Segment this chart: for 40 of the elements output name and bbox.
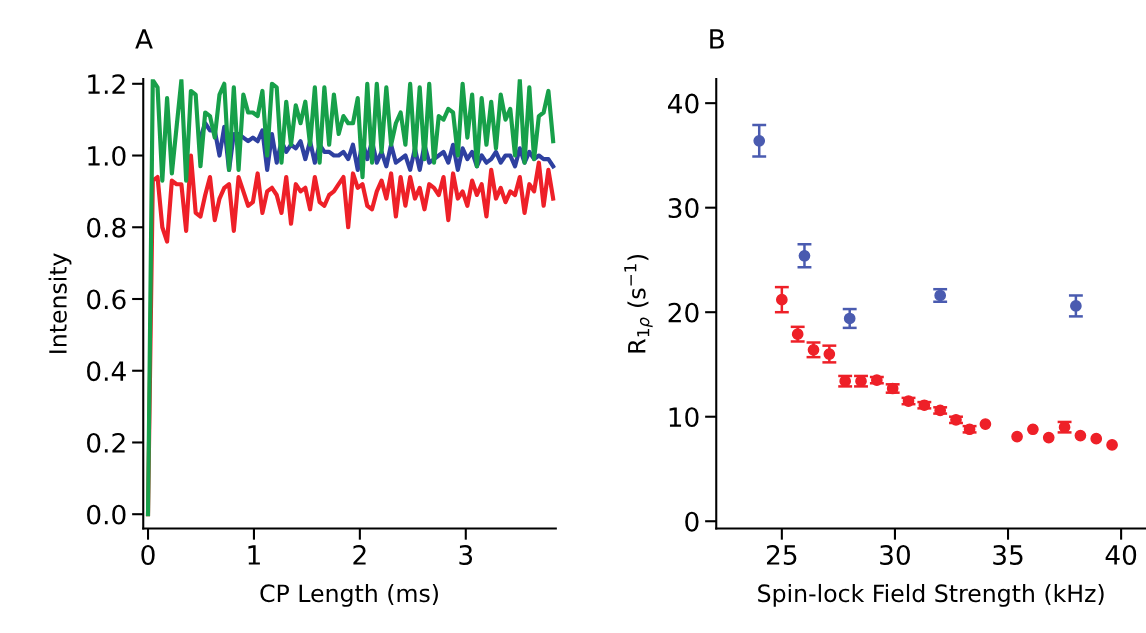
point xyxy=(1074,429,1087,442)
y-tick-label: 10 xyxy=(669,407,699,428)
y-tick-label: 0.2 xyxy=(87,432,125,453)
y-tick-label: 0.6 xyxy=(87,289,126,310)
y-tick-label: 40 xyxy=(667,93,699,114)
point xyxy=(798,249,811,262)
point xyxy=(1070,300,1082,312)
y-tick-label: 1.0 xyxy=(88,145,126,166)
x-tick-label: 3 xyxy=(459,544,473,565)
x-tick-label: 40 xyxy=(1105,544,1137,565)
y-tick-label: 30 xyxy=(668,198,699,219)
x-tick-label: 0 xyxy=(141,544,155,565)
y-tick-label: 0 xyxy=(685,511,699,532)
point xyxy=(753,134,766,147)
chart-title: A xyxy=(135,29,153,49)
point xyxy=(1011,430,1023,443)
x-tick-label: 25 xyxy=(766,544,797,565)
x-tick-label: 2 xyxy=(353,544,366,565)
point xyxy=(823,348,836,360)
point xyxy=(775,293,788,306)
x-tick-label: 1 xyxy=(248,545,260,565)
point xyxy=(1106,439,1118,451)
y-axis-title: R$_{1ρ}$ (s$^{−1}$) xyxy=(624,255,653,353)
chart-title: B xyxy=(710,29,724,49)
point xyxy=(1090,432,1103,445)
x-tick-label: 30 xyxy=(880,544,910,565)
y-axis-title: Intensity xyxy=(48,253,72,353)
point xyxy=(1042,431,1055,444)
y-tick-label: 20 xyxy=(668,302,699,323)
y-tick-label: 0.8 xyxy=(87,217,126,238)
line-series xyxy=(145,79,556,517)
y-tick-label: 0.0 xyxy=(87,504,126,525)
point xyxy=(843,312,856,325)
x-axis-title: CP Length (ms) xyxy=(260,583,438,607)
x-axis-title: Spin-lock Field Strength (kHz) xyxy=(758,583,1104,607)
y-tick-label: 1.2 xyxy=(88,74,125,94)
x-tick-label: 35 xyxy=(993,544,1023,565)
point xyxy=(1027,423,1039,436)
point xyxy=(979,418,992,430)
y-tick-label: 0.4 xyxy=(87,361,126,382)
